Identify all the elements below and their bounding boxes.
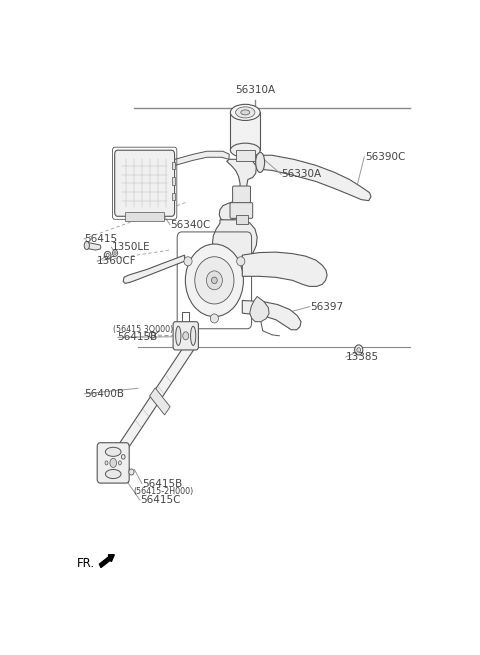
Text: 1360CF: 1360CF xyxy=(97,256,137,266)
Ellipse shape xyxy=(112,250,118,256)
Ellipse shape xyxy=(184,257,192,266)
Ellipse shape xyxy=(149,331,155,338)
Ellipse shape xyxy=(106,470,121,479)
FancyBboxPatch shape xyxy=(115,150,175,216)
Ellipse shape xyxy=(110,458,117,468)
Text: (56415 3Q000): (56415 3Q000) xyxy=(113,326,173,334)
Ellipse shape xyxy=(195,257,234,304)
Ellipse shape xyxy=(236,107,255,118)
Bar xyxy=(172,162,175,170)
Ellipse shape xyxy=(104,252,111,259)
Polygon shape xyxy=(242,252,327,286)
Ellipse shape xyxy=(84,242,89,250)
Text: 56397: 56397 xyxy=(311,301,344,312)
Ellipse shape xyxy=(119,461,121,465)
Text: 56400B: 56400B xyxy=(84,389,124,399)
FancyArrow shape xyxy=(99,555,114,567)
Text: FR.: FR. xyxy=(77,557,95,571)
Ellipse shape xyxy=(210,314,218,323)
Text: 13385: 13385 xyxy=(346,352,379,362)
Text: 56415B: 56415B xyxy=(118,332,158,343)
Ellipse shape xyxy=(106,253,109,257)
Polygon shape xyxy=(259,155,371,200)
Text: 56415B: 56415B xyxy=(142,479,182,489)
Text: 56390C: 56390C xyxy=(365,152,406,162)
Bar xyxy=(150,388,170,415)
Ellipse shape xyxy=(230,143,260,157)
Ellipse shape xyxy=(114,252,116,254)
Text: 56415C: 56415C xyxy=(140,495,180,505)
Bar xyxy=(230,113,260,150)
FancyBboxPatch shape xyxy=(233,186,251,203)
Ellipse shape xyxy=(106,447,121,457)
Ellipse shape xyxy=(212,277,217,284)
Ellipse shape xyxy=(230,104,260,121)
Polygon shape xyxy=(112,341,194,462)
Ellipse shape xyxy=(191,326,196,345)
FancyBboxPatch shape xyxy=(230,202,252,218)
Bar xyxy=(125,212,164,221)
Ellipse shape xyxy=(129,469,134,475)
Ellipse shape xyxy=(237,257,245,266)
Text: 56310A: 56310A xyxy=(235,85,276,95)
Ellipse shape xyxy=(256,152,264,172)
Bar xyxy=(172,178,175,185)
Polygon shape xyxy=(172,151,229,166)
Polygon shape xyxy=(242,301,301,329)
Ellipse shape xyxy=(357,348,360,352)
Polygon shape xyxy=(88,242,101,250)
FancyBboxPatch shape xyxy=(236,215,248,224)
Bar xyxy=(236,150,254,161)
Polygon shape xyxy=(219,159,256,221)
Text: 56330A: 56330A xyxy=(281,170,322,179)
Ellipse shape xyxy=(206,271,222,290)
Ellipse shape xyxy=(241,110,250,115)
Ellipse shape xyxy=(105,461,108,465)
Text: 56415: 56415 xyxy=(84,234,117,244)
Text: 56340C: 56340C xyxy=(170,220,210,230)
FancyBboxPatch shape xyxy=(97,443,129,483)
Bar xyxy=(172,193,175,200)
Polygon shape xyxy=(250,297,269,322)
FancyBboxPatch shape xyxy=(173,322,198,350)
Ellipse shape xyxy=(185,244,243,316)
Polygon shape xyxy=(213,220,257,262)
Text: 1350LE: 1350LE xyxy=(111,242,150,252)
Ellipse shape xyxy=(183,332,189,340)
Text: (56415-2H000): (56415-2H000) xyxy=(133,487,193,496)
Polygon shape xyxy=(123,255,185,284)
Ellipse shape xyxy=(355,345,363,355)
Ellipse shape xyxy=(121,455,125,459)
Ellipse shape xyxy=(176,326,181,345)
